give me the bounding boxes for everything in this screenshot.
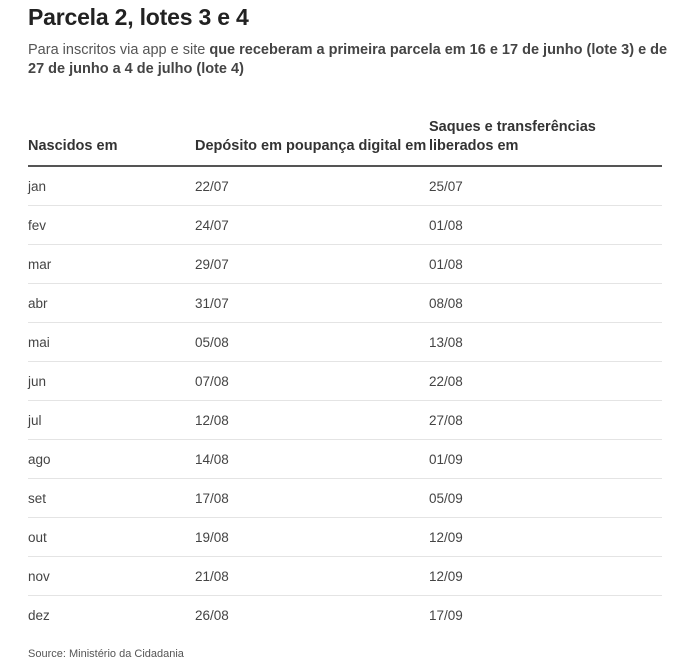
withdrawal-date-cell: 05/09 xyxy=(429,478,662,518)
table-row: ago 14/08 01/09 xyxy=(28,439,662,479)
birth-month-cell: mar xyxy=(28,244,195,284)
birth-month-cell: jul xyxy=(28,400,195,440)
subtitle-bold: que receberam a primeira parcela em 16 e… xyxy=(28,42,668,77)
withdrawal-date-cell: 27/08 xyxy=(429,400,662,440)
withdrawal-date-cell: 22/08 xyxy=(429,361,662,401)
table-row: jul 12/08 27/08 xyxy=(28,400,662,440)
column-header-withdrawal-date: Saques e transferências liberados em xyxy=(429,102,662,167)
deposit-date-cell: 12/08 xyxy=(195,400,429,440)
deposit-date-cell: 22/07 xyxy=(195,166,429,206)
table-row: out 19/08 12/09 xyxy=(28,517,662,557)
deposit-date-cell: 17/08 xyxy=(195,478,429,518)
birth-month-cell: dez xyxy=(28,607,50,623)
deposit-date-cell: 31/07 xyxy=(195,283,429,323)
withdrawal-date-cell: 01/08 xyxy=(429,244,662,284)
table-row: set 17/08 05/09 xyxy=(28,478,662,518)
withdrawal-date-cell: 12/09 xyxy=(429,556,662,596)
deposit-date-cell: 14/08 xyxy=(195,439,429,479)
table-row: dez 26/08 17/09 xyxy=(28,596,662,635)
deposit-date-cell: 21/08 xyxy=(195,556,429,596)
chart-title: Parcela 2, lotes 3 e 4 xyxy=(28,4,249,30)
birth-month-cell: jun xyxy=(28,361,195,401)
subtitle-normal: Para inscritos via app e site xyxy=(28,42,210,58)
table-row: fev 24/07 01/08 xyxy=(28,205,662,245)
withdrawal-date-cell: 01/08 xyxy=(429,205,662,245)
birth-month-cell: jan xyxy=(28,166,195,206)
birth-month-cell: abr xyxy=(28,283,195,323)
column-header-birth-month: Nascidos em xyxy=(28,102,195,167)
deposit-date-cell: 07/08 xyxy=(195,361,429,401)
deposit-date-cell: 05/08 xyxy=(195,322,429,362)
table-row: mar 29/07 01/08 xyxy=(28,244,662,284)
chart-subtitle: Para inscritos via app e site que recebe… xyxy=(28,41,668,79)
deposit-date-cell: 29/07 xyxy=(195,244,429,284)
deposit-date-cell: 24/07 xyxy=(195,205,429,245)
deposit-date-cell: 26/08 xyxy=(195,607,229,623)
birth-month-cell: set xyxy=(28,478,195,518)
deposit-date-cell: 19/08 xyxy=(195,517,429,557)
birth-month-cell: fev xyxy=(28,205,195,245)
birth-month-cell: mai xyxy=(28,322,195,362)
withdrawal-date-cell: 12/09 xyxy=(429,517,662,557)
birth-month-cell: out xyxy=(28,517,195,557)
schedule-table: Nascidos em Depósito em poupança digital… xyxy=(28,102,662,634)
table-row: abr 31/07 08/08 xyxy=(28,283,662,323)
withdrawal-date-cell: 25/07 xyxy=(429,166,662,206)
birth-month-cell: nov xyxy=(28,556,195,596)
table-row: jun 07/08 22/08 xyxy=(28,361,662,401)
table-row: jan 22/07 25/07 xyxy=(28,166,662,206)
table-header-row: Nascidos em Depósito em poupança digital… xyxy=(28,102,662,167)
table-row: nov 21/08 12/09 xyxy=(28,556,662,596)
column-header-deposit-date: Depósito em poupança digital em xyxy=(195,102,429,167)
table-body: jan 22/07 25/07 fev 24/07 01/08 mar 29/07 01/08 a… xyxy=(28,166,662,634)
withdrawal-date-cell: 01/09 xyxy=(429,439,662,479)
withdrawal-date-cell: 08/08 xyxy=(429,283,662,323)
withdrawal-date-cell: 13/08 xyxy=(429,322,662,362)
source-note: Source: Ministério da Cidadania xyxy=(28,648,184,660)
table-row: mai 05/08 13/08 xyxy=(28,322,662,362)
withdrawal-date-cell: 17/09 xyxy=(429,607,463,623)
birth-month-cell: ago xyxy=(28,439,195,479)
